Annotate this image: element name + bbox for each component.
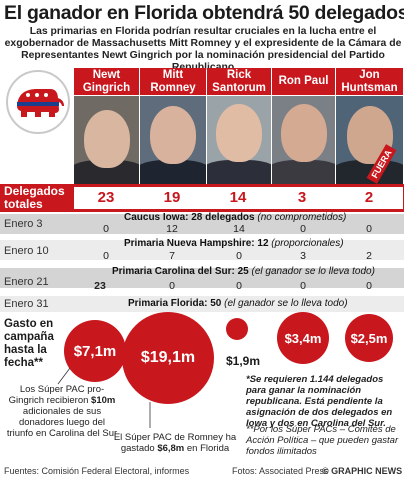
row-date-enero-31: Enero 31 <box>4 298 49 310</box>
row-date-enero-10: Enero 10 <box>4 245 49 257</box>
gasto-huntsman: $2,5m <box>345 314 393 362</box>
photo-credit: Fotos: Associated Press <box>232 466 329 476</box>
enero3-paul: 0 <box>300 223 306 235</box>
gasto-paul: $3,4m <box>277 312 329 364</box>
gasto-romney: $19,1m <box>122 312 214 404</box>
candidate-name-santorum: Rick Santorum <box>207 68 271 95</box>
gasto-label: Gasto en campaña hasta la fecha** <box>4 318 54 369</box>
enero10-romney: 7 <box>169 250 175 262</box>
delegates-huntsman: 2 <box>364 189 374 206</box>
note-gingrich-superpac: Los Súper PAC pro-Gingrich recibieron $1… <box>6 384 118 439</box>
row-enero-31 <box>0 296 404 312</box>
photo-romney <box>140 96 207 184</box>
totals-label: Delegados totales <box>4 184 65 211</box>
enero10-huntsman: 2 <box>366 250 372 262</box>
enero3-gingrich: 0 <box>103 223 109 235</box>
enero10-gingrich: 0 <box>103 250 109 262</box>
delegates-paul: 3 <box>297 189 307 206</box>
gasto-santorum: $1,9m <box>226 354 261 368</box>
photo-santorum <box>207 96 272 184</box>
note-romney-superpac: El Súper PAC de Romney ha gastado $6,8m … <box>113 432 237 454</box>
enero21-romney: 0 <box>169 280 175 292</box>
gasto-gingrich: $7,1m <box>64 320 126 382</box>
enero3-romney: 12 <box>166 223 178 235</box>
row-enero-10 <box>0 240 404 260</box>
candidate-name-paul: Ron Paul <box>272 68 335 95</box>
enero3-santorum: 14 <box>233 223 245 235</box>
event-nueva-hampshire: Primaria Nueva Hampshire: 12 (proporcion… <box>124 238 344 249</box>
delegates-romney: 19 <box>163 189 181 206</box>
republican-elephant-logo <box>6 70 70 134</box>
event-iowa: Caucus Iowa: 28 delegados (no comprometi… <box>124 212 347 223</box>
row-enero-21 <box>0 268 404 288</box>
enero21-gingrich: 23 <box>94 280 106 292</box>
enero3-huntsman: 0 <box>366 223 372 235</box>
delegates-gingrich: 23 <box>97 189 115 206</box>
photo-gingrich <box>74 96 140 184</box>
candidate-name-gingrich: Newt Gingrich <box>74 68 139 95</box>
enero21-santorum: 0 <box>236 280 242 292</box>
row-date-enero-21: Enero 21 <box>4 276 49 288</box>
page-title: El ganador en Florida obtendrá 50 delega… <box>4 2 404 24</box>
enero21-huntsman: 0 <box>366 280 372 292</box>
totals-band <box>74 187 403 209</box>
enero21-paul: 0 <box>300 280 306 292</box>
row-enero-3 <box>0 214 404 234</box>
row-date-enero-3: Enero 3 <box>4 218 43 230</box>
page-subtitle: Las primarias en Florida podrían resulta… <box>4 26 402 73</box>
footnote-delegados: *Se requieren 1.144 delegados para ganar… <box>246 374 393 429</box>
enero10-santorum: 0 <box>236 250 242 262</box>
photo-paul <box>272 96 336 184</box>
event-carolina-del-sur: Primaria Carolina del Sur: 25 (el ganado… <box>112 266 375 277</box>
gasto-santorum-circle <box>226 318 248 340</box>
delegates-santorum: 14 <box>229 189 247 206</box>
enero10-paul: 3 <box>300 250 306 262</box>
footnote-superpacs: **Por los Súper PACs – Comités de Acción… <box>246 424 399 457</box>
event-florida: Primaria Florida: 50 (el ganador se lo l… <box>128 298 348 309</box>
candidate-name-romney: Mitt Romney <box>140 68 206 95</box>
brand: © GRAPHIC NEWS <box>322 466 403 476</box>
candidate-name-huntsman: Jon Huntsman <box>336 68 403 95</box>
sources: Fuentes: Comisión Federal Electoral, inf… <box>4 466 190 476</box>
